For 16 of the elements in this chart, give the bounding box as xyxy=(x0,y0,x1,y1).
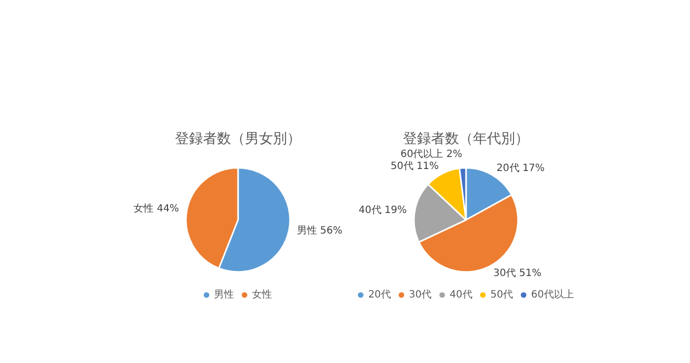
legend-label: 50代 xyxy=(490,290,514,301)
chart-title: 登録者数（男女別） xyxy=(175,131,301,148)
legend-label: 20代 xyxy=(368,290,391,301)
category-label: 50代 11% xyxy=(390,161,439,172)
category-label: 男性 56% xyxy=(296,226,342,237)
category-label: 40代 19% xyxy=(358,205,407,216)
legend-label: 30代 xyxy=(408,290,432,301)
category-label: 30代 51% xyxy=(493,268,542,279)
chart-title: 登録者数（年代別） xyxy=(403,131,529,148)
legend-label: 女性 xyxy=(252,288,272,301)
legend-label: 40代 xyxy=(450,290,472,301)
legend-label: 60代以上 xyxy=(531,288,574,301)
category-label: 60代以上 2% xyxy=(400,149,462,160)
category-label: 女性 44% xyxy=(134,203,180,214)
category-label: 20代 17% xyxy=(496,162,545,174)
legend-label: 男性 xyxy=(214,288,234,301)
